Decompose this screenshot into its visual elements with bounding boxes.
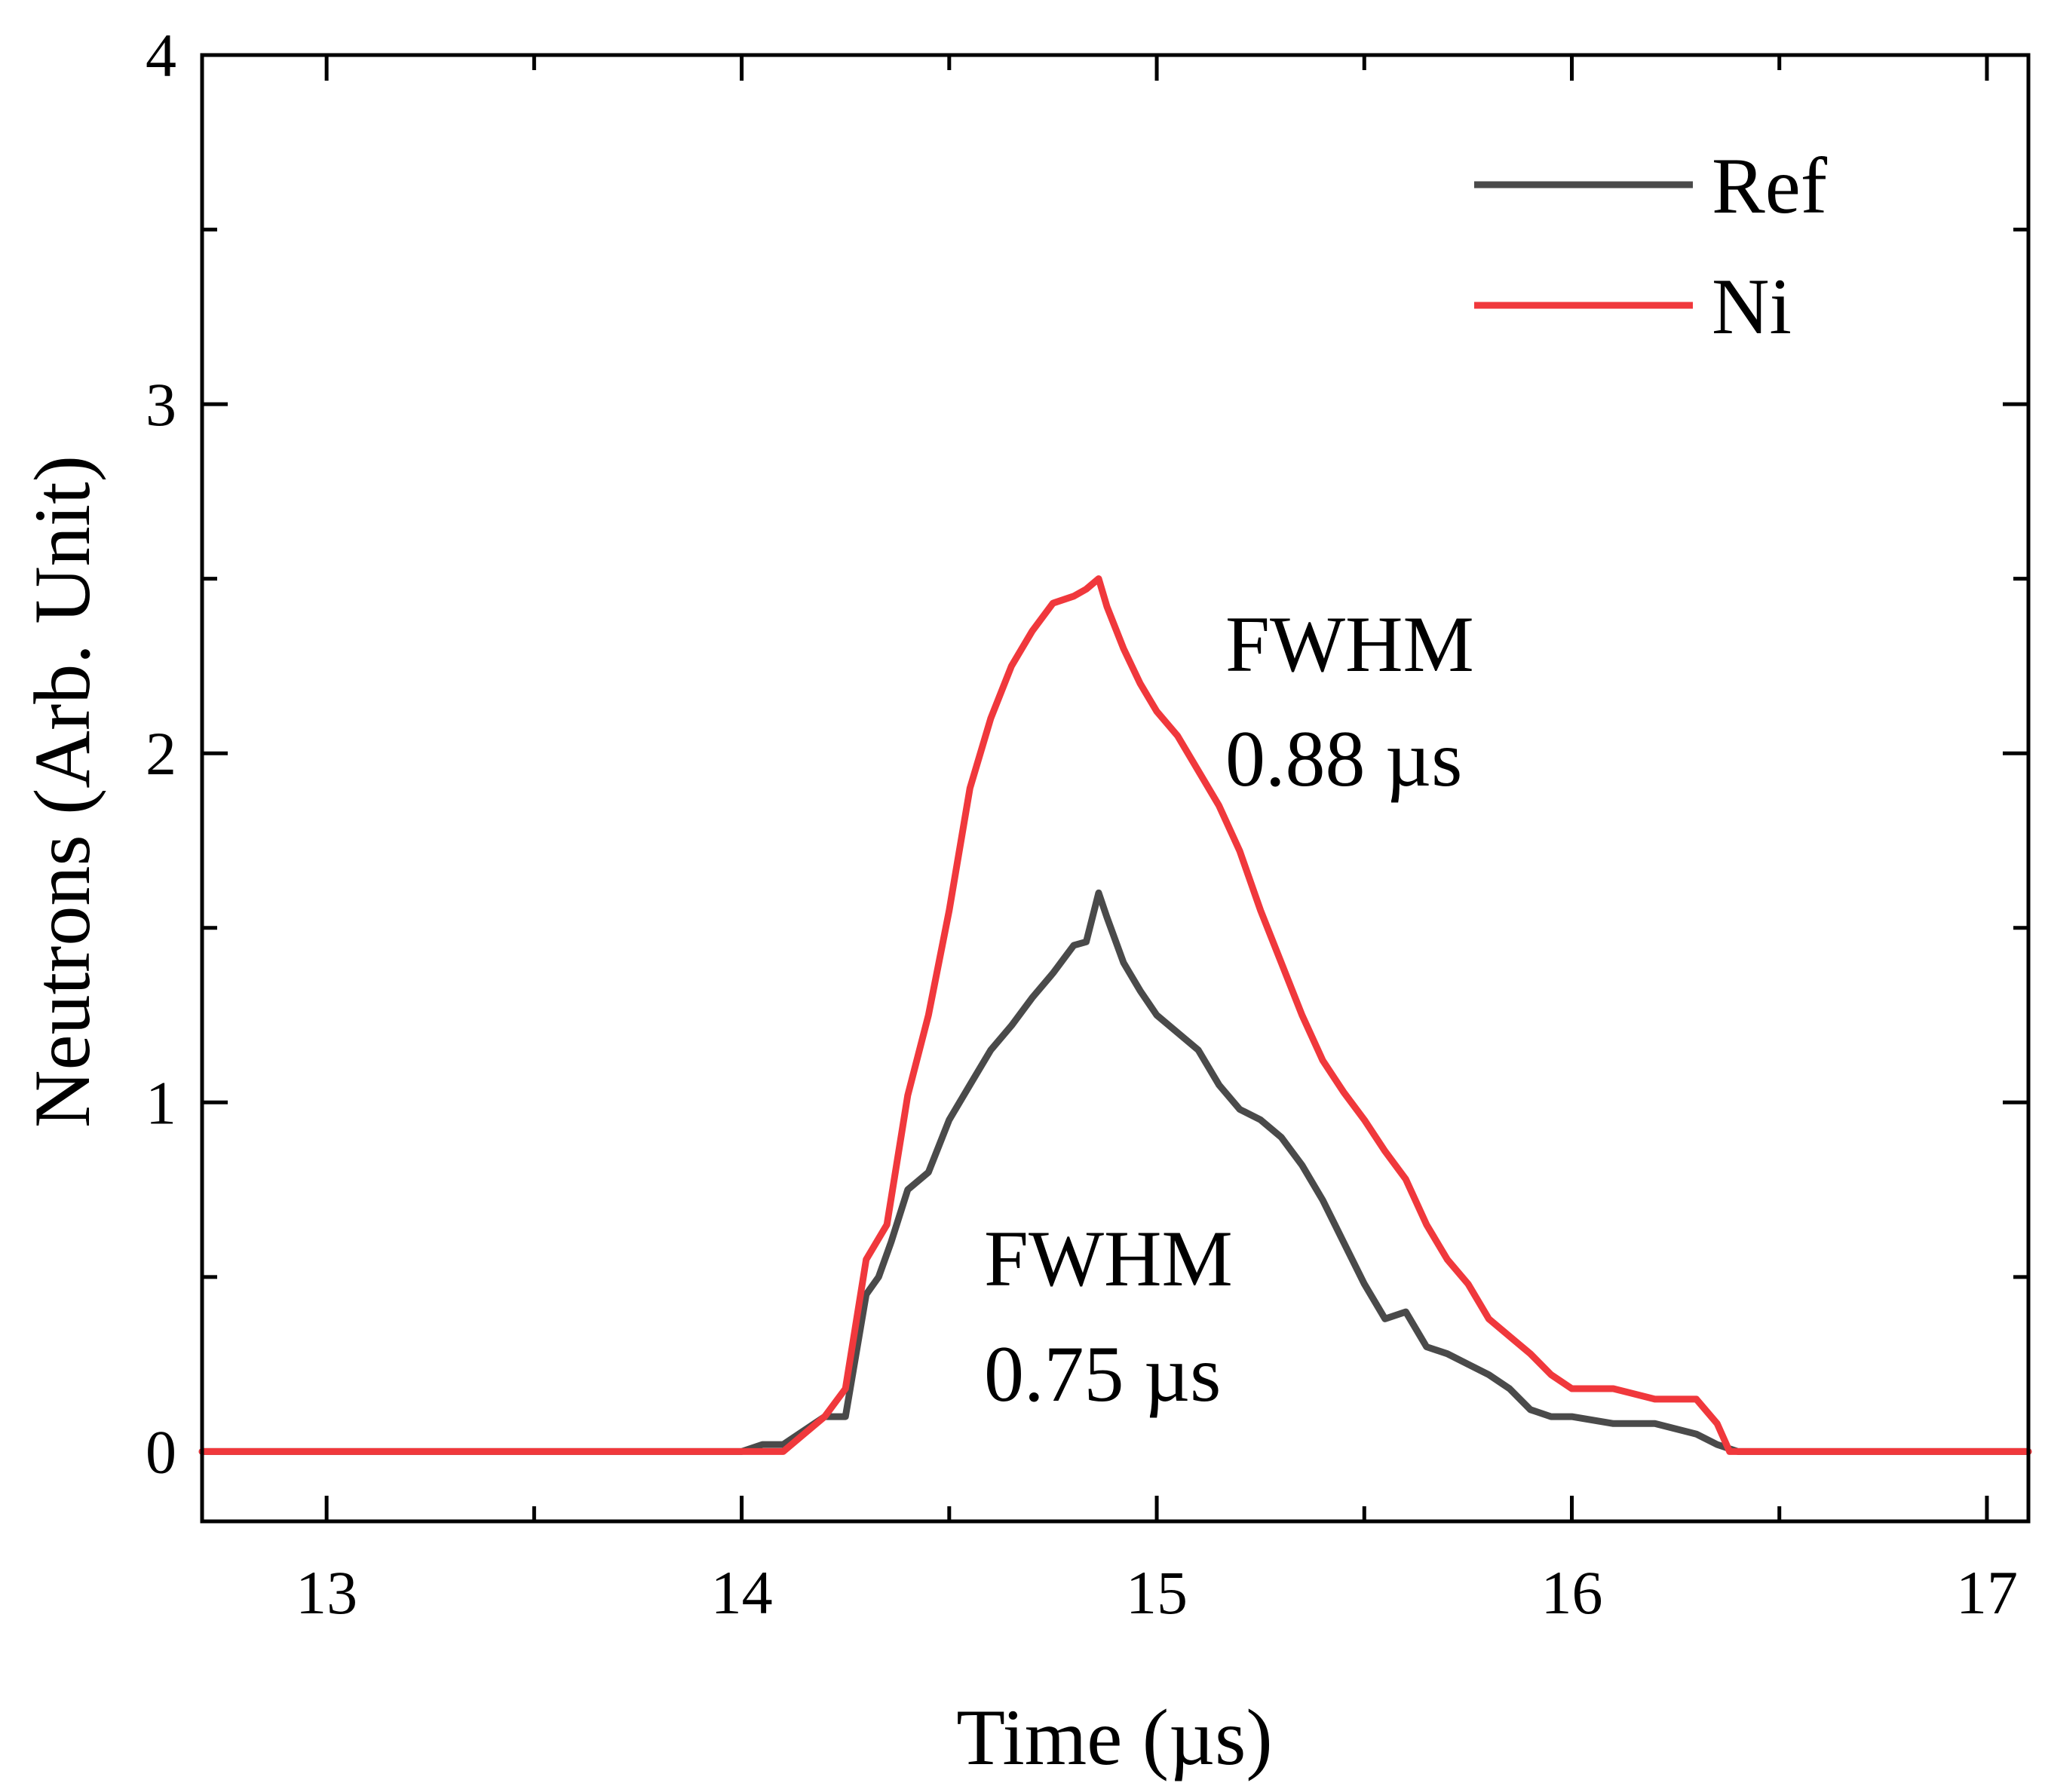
- legend: Ref Ni: [1474, 142, 1828, 351]
- annotation-ref-line2: 0.75 µs: [984, 1330, 1221, 1418]
- annotation-ni-line1: FWHM: [1225, 600, 1474, 688]
- x-axis-title: Time (µs): [956, 1693, 1272, 1781]
- y-tick-label: 2: [146, 719, 176, 788]
- annotation-ni-line2: 0.88 µs: [1225, 715, 1462, 803]
- annotation-ref-fwhm: FWHM 0.75 µs: [984, 1215, 1233, 1418]
- series-line-ref: [198, 889, 2032, 1455]
- series-layer: [198, 575, 2032, 1455]
- y-axis-title: Neutrons (Arb. Unit): [18, 455, 106, 1128]
- y-tick-label: 1: [146, 1068, 176, 1137]
- annotation-ni-fwhm: FWHM 0.88 µs: [1225, 600, 1474, 803]
- series-line-ni: [198, 575, 2032, 1455]
- tick-labels: 13 14 15 16 17 0 1 2 3 4: [146, 21, 2018, 1627]
- x-tick-label: 16: [1541, 1558, 1603, 1627]
- plot-frame: [200, 53, 2031, 1524]
- x-tick-label: 13: [296, 1558, 357, 1627]
- annotation-ref-line1: FWHM: [984, 1215, 1233, 1303]
- y-tick-label: 0: [146, 1417, 176, 1486]
- x-tick-label: 15: [1126, 1558, 1188, 1627]
- x-tick-label: 14: [711, 1558, 773, 1627]
- legend-label-ni: Ni: [1712, 262, 1792, 351]
- y-tick-label: 4: [146, 21, 176, 90]
- axis-ticks: [202, 53, 2028, 1521]
- x-tick-label: 17: [1956, 1558, 2018, 1627]
- legend-label-ref: Ref: [1712, 142, 1828, 230]
- y-tick-label: 3: [146, 370, 176, 439]
